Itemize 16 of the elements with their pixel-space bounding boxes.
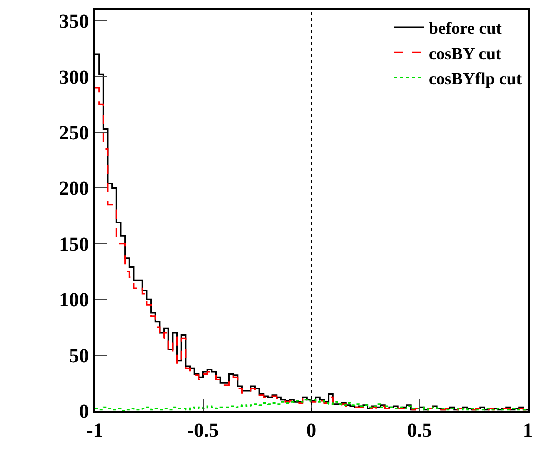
y-tick-label: 0 <box>79 401 90 423</box>
legend-label: before cut <box>429 19 502 38</box>
y-tick-label: 250 <box>59 122 90 145</box>
y-tick-label: 100 <box>59 290 90 312</box>
y-tick-label: 50 <box>69 345 90 368</box>
y-tick-label: 350 <box>59 11 90 34</box>
y-tick-label: 150 <box>59 234 90 256</box>
x-tick-label: -0.5 <box>187 420 220 442</box>
legend-label: cosBY cut <box>429 44 502 64</box>
y-tick-label: 200 <box>59 178 90 200</box>
x-tick-label: -1 <box>86 420 104 442</box>
x-tick-label: 1 <box>523 420 533 442</box>
y-tick-label: 300 <box>59 66 90 89</box>
x-tick-label: 0 <box>306 420 316 442</box>
legend-label: cosBYflp cut <box>429 69 522 88</box>
x-tick-label: 0.5 <box>407 420 432 442</box>
